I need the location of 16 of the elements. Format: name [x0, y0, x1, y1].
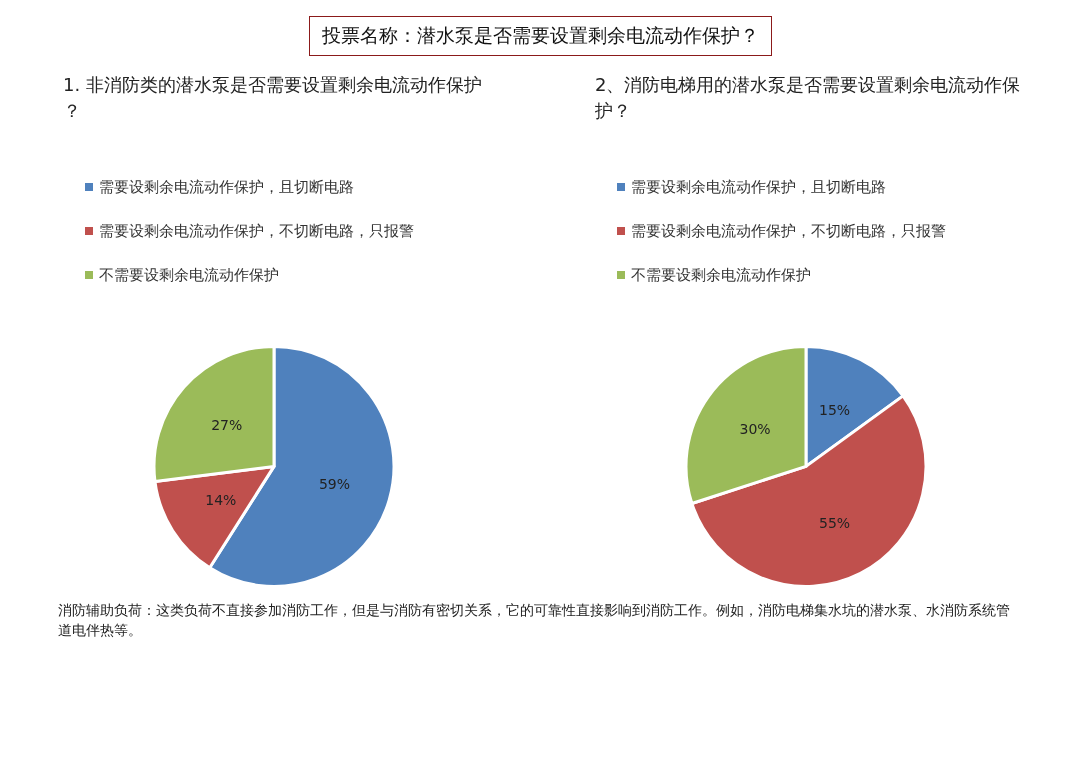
text: 投票名称：潜水泵是否需要设置剩余电流动作保护？ [308, 16, 772, 56]
chart-subtitle: 1. 非消防类的潜水泵是否需要设置剩余电流动作保护？ [63, 73, 482, 121]
legend-label: 需要设剩余电流动作保护，且切断电路 [99, 178, 354, 196]
legend-label: 需要设剩余电流动作保护，且切断电路 [631, 178, 886, 196]
data-label: 27% [211, 416, 243, 433]
data-label: 15% [819, 402, 851, 419]
data-label: 14% [205, 492, 237, 509]
data-label: 30% [739, 421, 771, 438]
legend-label: 不需要设剩余电流动作保护 [99, 266, 279, 284]
data-label: 55% [819, 514, 851, 531]
legend-label: 需要设剩余电流动作保护，不切断电路，只报警 [631, 222, 946, 240]
text: 消防辅助负荷：这类负荷不直接参加消防工作，但是与消防有密切关系，它的可靠性直接影响到消防工作。例如，消防电梯集水坑的潜水泵、水消防系统管道电伴热等。 [57, 601, 1011, 640]
legend-label: 不需要设剩余电流动作保护 [631, 266, 811, 284]
data-label: 59% [318, 475, 351, 492]
chart-subtitle: 2、消防电梯用的潜水泵是否需要设置剩余电流动作保护？ [594, 73, 1021, 121]
legend-label: 需要设剩余电流动作保护，不切断电路，只报警 [99, 222, 414, 240]
